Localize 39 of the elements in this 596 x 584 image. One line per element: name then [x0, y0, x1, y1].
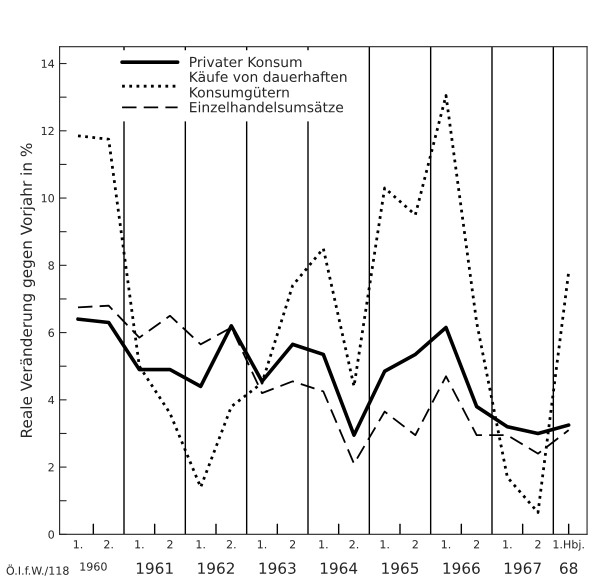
- text: Ö.I.f.W./118: [6, 564, 69, 576]
- y-tick-label: 8: [48, 261, 54, 270]
- x-tick-label: 1.: [319, 540, 328, 548]
- y-tick-label: 2: [48, 463, 54, 472]
- x-tick-label: 2.: [350, 540, 358, 548]
- x-tick-label: 1.: [380, 540, 389, 548]
- y-tick-label: 12: [42, 126, 54, 136]
- x-tick-label: 2: [474, 540, 480, 548]
- text: 1961: [136, 562, 173, 574]
- x-tick-label: 2.: [104, 540, 113, 548]
- text: 68: [560, 562, 578, 574]
- x-tick-label: 2.: [226, 540, 236, 548]
- x-tick-label: 2: [535, 540, 540, 548]
- y-tick-label: 0: [48, 530, 54, 539]
- x-tick-label: 1.: [442, 540, 450, 548]
- y-tick-label: 4: [48, 396, 54, 404]
- x-tick-label: 1.Hbj.: [554, 540, 584, 551]
- text: 1963: [260, 562, 296, 574]
- text: 1967: [504, 562, 541, 574]
- x-tick-label: 1.: [74, 540, 82, 548]
- x-tick-label: 2: [412, 540, 418, 548]
- y-tick-label: 6: [48, 328, 54, 337]
- legend-label: Privater Konsum: [190, 56, 302, 68]
- x-tick-label: 2: [290, 540, 296, 548]
- x-tick-label: 1.: [258, 540, 266, 548]
- text: 1966: [444, 562, 480, 574]
- x-tick-label: 2: [167, 540, 172, 548]
- x-tick-label: 1.: [196, 540, 205, 548]
- text: 1960: [80, 562, 107, 571]
- y-tick-label: 10: [42, 194, 54, 202]
- legend-label: Einzelhandelsumsätze: [190, 102, 344, 112]
- text: 1964: [320, 562, 358, 574]
- text: 1965: [382, 562, 418, 574]
- y-tick-label: 14: [42, 60, 54, 68]
- text: 1962: [198, 562, 234, 574]
- y-axis-title: Reale Veränderung gegen Vorjahr in %: [20, 143, 36, 437]
- x-tick-label: 1.: [503, 540, 512, 548]
- legend-label: Käufe von dauerhaften Konsumgütern: [190, 71, 346, 100]
- x-tick-label: 1.: [135, 540, 144, 548]
